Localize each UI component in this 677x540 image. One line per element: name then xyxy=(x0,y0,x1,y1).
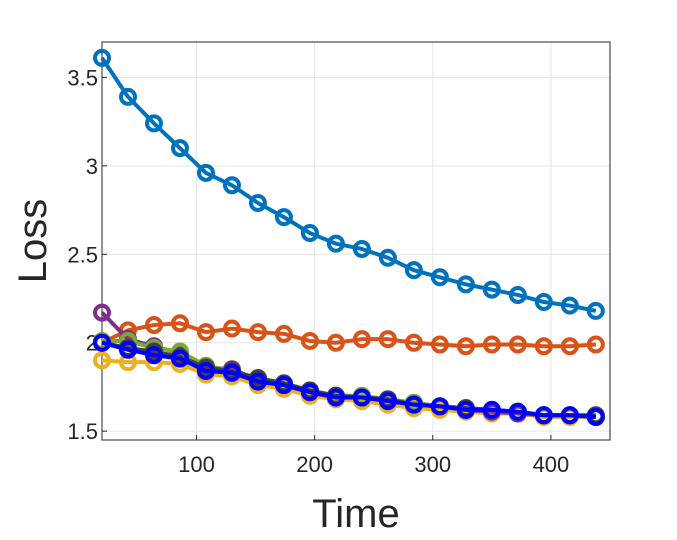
grid xyxy=(102,42,610,440)
data-point xyxy=(144,316,163,335)
data-point xyxy=(508,402,527,421)
data-point xyxy=(93,48,111,67)
y-tick-label: 1.5 xyxy=(67,419,98,444)
data-point xyxy=(378,330,397,349)
data-point xyxy=(144,346,163,365)
data-point xyxy=(274,208,293,227)
data-point xyxy=(170,139,189,158)
data-point xyxy=(482,280,501,299)
data-point xyxy=(196,163,215,182)
data-point xyxy=(326,388,345,407)
data-point xyxy=(222,176,241,195)
data-point xyxy=(404,395,423,414)
data-point xyxy=(560,296,579,315)
data-point xyxy=(93,303,111,322)
data-point xyxy=(378,392,397,411)
data-point xyxy=(456,337,475,356)
data-point xyxy=(482,335,501,354)
data-point xyxy=(300,383,319,402)
data-point xyxy=(248,372,267,391)
data-point xyxy=(534,293,553,312)
data-point xyxy=(560,337,579,356)
data-point xyxy=(144,114,163,133)
series-2 xyxy=(93,314,605,356)
data-point xyxy=(352,388,371,407)
data-point xyxy=(586,335,605,354)
data-point xyxy=(222,319,241,338)
data-point xyxy=(456,400,475,419)
data-point xyxy=(534,337,553,356)
y-axis-title: Loss xyxy=(11,199,55,284)
data-point xyxy=(274,376,293,395)
x-tick-label: 100 xyxy=(178,452,215,477)
data-point xyxy=(404,261,423,280)
x-axis-title: Time xyxy=(312,492,399,536)
data-point xyxy=(170,314,189,333)
data-point xyxy=(508,285,527,304)
y-tick-label: 2.5 xyxy=(67,242,98,267)
data-point xyxy=(482,400,501,419)
data-point xyxy=(248,323,267,342)
x-tick-label: 300 xyxy=(414,452,451,477)
data-point xyxy=(534,406,553,425)
data-point xyxy=(378,248,397,267)
data-point xyxy=(93,333,111,352)
series-line xyxy=(101,340,596,419)
series-line xyxy=(100,56,597,313)
data-point xyxy=(326,333,345,352)
series-line xyxy=(101,321,596,349)
data-point xyxy=(404,333,423,352)
data-point xyxy=(118,87,137,106)
data-point xyxy=(300,224,319,243)
y-tick-label: 3 xyxy=(86,154,98,179)
data-point xyxy=(222,363,241,382)
data-point xyxy=(326,234,345,253)
data-point xyxy=(508,335,527,354)
data-point xyxy=(586,301,605,320)
data-point xyxy=(118,340,137,359)
data-point xyxy=(274,324,293,343)
x-tick-label: 200 xyxy=(296,452,333,477)
data-point xyxy=(352,239,371,258)
data-point xyxy=(560,406,579,425)
plot-area-frame xyxy=(101,41,611,441)
y-tick-label: 3.5 xyxy=(67,65,98,90)
data-point xyxy=(430,335,449,354)
data-point xyxy=(300,331,319,350)
data-point xyxy=(430,268,449,287)
data-point xyxy=(196,323,215,342)
data-point xyxy=(248,193,267,212)
data-point xyxy=(352,330,371,349)
data-point xyxy=(196,362,215,381)
series-group xyxy=(93,48,605,427)
series-7 xyxy=(93,333,605,427)
data-point xyxy=(456,275,475,294)
data-point xyxy=(586,408,605,427)
data-point xyxy=(170,349,189,368)
x-tick-label: 400 xyxy=(533,452,570,477)
series-1 xyxy=(93,48,605,320)
data-point xyxy=(430,397,449,416)
data-point xyxy=(93,351,111,370)
